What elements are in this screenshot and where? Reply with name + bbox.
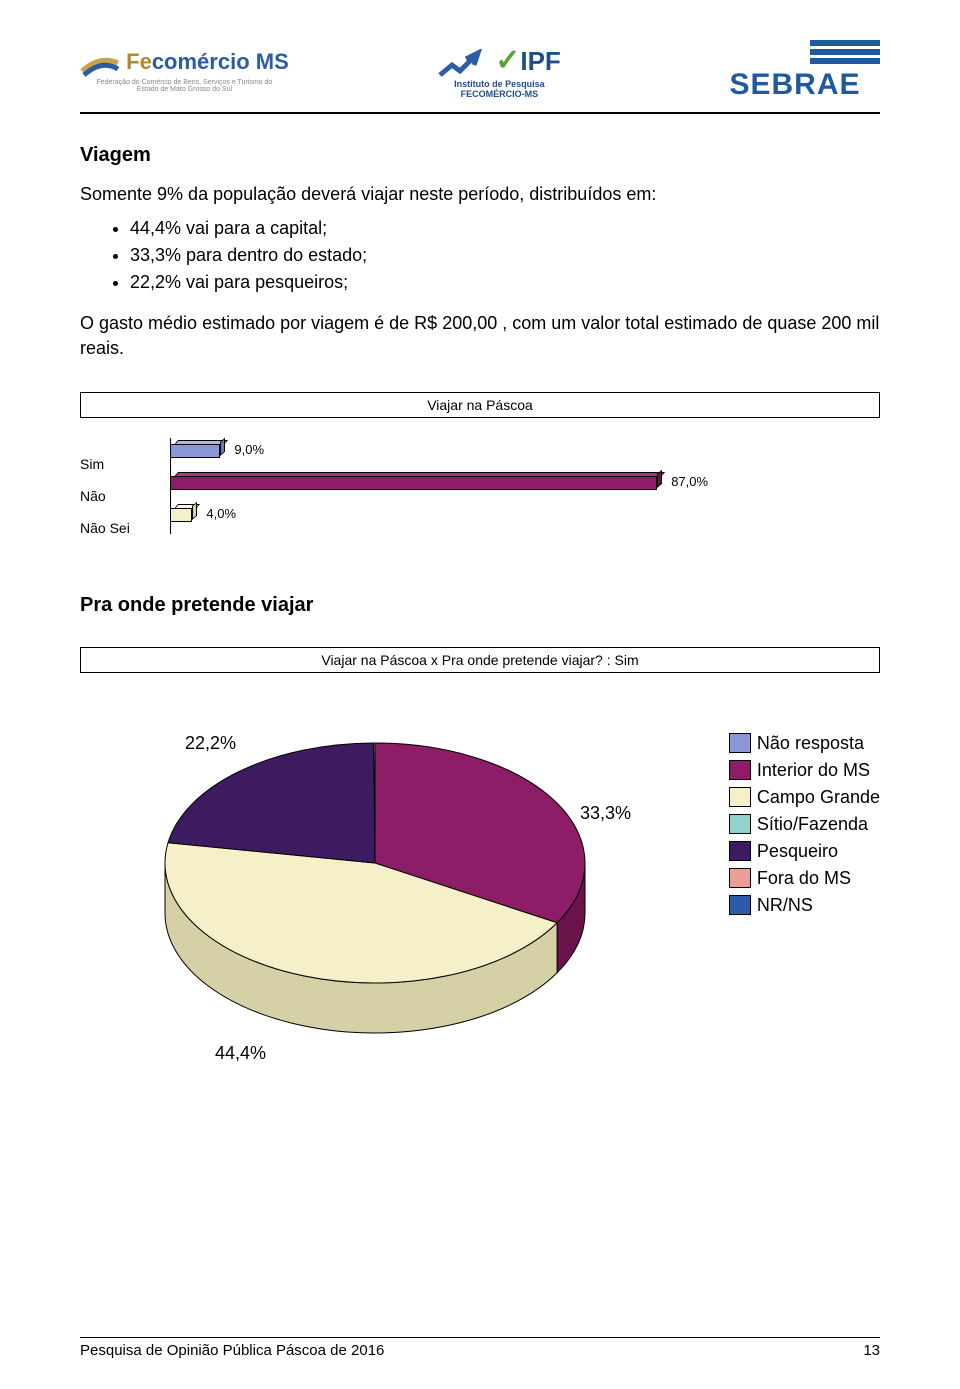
page-footer: Pesquisa de Opinião Pública Páscoa de 20… bbox=[80, 1337, 880, 1359]
legend-swatch bbox=[729, 814, 751, 834]
pie-chart: 22,2% 33,3% 44,4% bbox=[160, 703, 590, 1063]
bar-plot-area: 9,0% 87,0% 4,0% bbox=[170, 438, 790, 534]
legend-item: NR/NS bbox=[729, 895, 880, 916]
bullet-list: 44,4% vai para a capital; 33,3% para den… bbox=[130, 215, 880, 296]
legend-swatch bbox=[729, 787, 751, 807]
logo-sebrae-text: SEBRAE bbox=[729, 68, 860, 102]
ipf-arrow-icon bbox=[438, 49, 488, 79]
legend-swatch bbox=[729, 733, 751, 753]
footer-left: Pesquisa de Opinião Pública Páscoa de 20… bbox=[80, 1342, 384, 1359]
bar-value-label: 9,0% bbox=[234, 442, 264, 457]
pie-slice-label: 22,2% bbox=[185, 733, 236, 754]
logo-ipf-sub2: FECOMÉRCIO-MS bbox=[461, 89, 539, 99]
footer-right: 13 bbox=[863, 1342, 880, 1359]
legend-item: Sítio/Fazenda bbox=[729, 814, 880, 835]
bar-value-label: 87,0% bbox=[671, 474, 708, 489]
logo-ipf-text: IPF bbox=[520, 46, 560, 76]
pie-slice-label: 44,4% bbox=[215, 1043, 266, 1064]
logo-ms-suffix: MS bbox=[250, 49, 289, 74]
bar-label: Sim bbox=[80, 448, 170, 480]
legend-item: Fora do MS bbox=[729, 868, 880, 889]
legend-label: Sítio/Fazenda bbox=[757, 814, 868, 835]
pie-chart-area: 22,2% 33,3% 44,4% Não resposta Interior d… bbox=[160, 703, 880, 1063]
legend-label: Campo Grande bbox=[757, 787, 880, 808]
bullet-item: 44,4% vai para a capital; bbox=[130, 215, 880, 242]
bar-chart: Sim Não Não Sei 9,0% 87,0% 4,0% bbox=[80, 438, 880, 554]
legend-label: Interior do MS bbox=[757, 760, 870, 781]
logo-fecomercio-sub: Federação do Comércio de Bens, Serviços … bbox=[94, 79, 274, 93]
bar-value-label: 4,0% bbox=[206, 506, 236, 521]
header-logos: Fecomércio MS Federação do Comércio de B… bbox=[80, 30, 880, 114]
bar-label: Não bbox=[80, 480, 170, 512]
bar-label: Não Sei bbox=[80, 512, 170, 544]
legend-swatch bbox=[729, 841, 751, 861]
bullet-item: 33,3% para dentro do estado; bbox=[130, 242, 880, 269]
legend-label: NR/NS bbox=[757, 895, 813, 916]
legend-swatch bbox=[729, 760, 751, 780]
bar-chart-title: Viajar na Páscoa bbox=[80, 392, 880, 418]
logo-ipf: ✓IPF Instituto de Pesquisa FECOMÉRCIO-MS bbox=[438, 43, 561, 98]
pie-slice-label: 33,3% bbox=[580, 803, 631, 824]
paragraph-2: O gasto médio estimado por viagem é de R… bbox=[80, 311, 880, 361]
legend-label: Pesqueiro bbox=[757, 841, 838, 862]
logo-fecomercio: Fecomércio MS Federação do Comércio de B… bbox=[80, 49, 289, 93]
legend-label: Não resposta bbox=[757, 733, 864, 754]
legend-label: Fora do MS bbox=[757, 868, 851, 889]
pie-legend: Não resposta Interior do MS Campo Grande Sí… bbox=[729, 733, 880, 922]
legend-swatch bbox=[729, 895, 751, 915]
pie-svg bbox=[160, 703, 590, 1073]
logo-ipf-sub1: Instituto de Pesquisa bbox=[454, 79, 545, 89]
pie-chart-title: Viajar na Páscoa x Pra onde pretende via… bbox=[80, 647, 880, 673]
logo-comercio: comércio bbox=[152, 49, 250, 74]
section-title-viagem: Viagem bbox=[80, 144, 880, 167]
fecomercio-swoosh-icon bbox=[80, 49, 120, 77]
legend-item: Pesqueiro bbox=[729, 841, 880, 862]
legend-item: Campo Grande bbox=[729, 787, 880, 808]
section-title-onde: Pra onde pretende viajar bbox=[80, 594, 880, 617]
legend-item: Interior do MS bbox=[729, 760, 880, 781]
logo-fe: Fe bbox=[126, 49, 152, 74]
intro-paragraph: Somente 9% da população deverá viajar ne… bbox=[80, 182, 880, 207]
ipf-check-icon: ✓ bbox=[495, 44, 520, 77]
legend-item: Não resposta bbox=[729, 733, 880, 754]
bullet-item: 22,2% vai para pesqueiros; bbox=[130, 269, 880, 296]
sebrae-bars-icon bbox=[810, 40, 880, 64]
legend-swatch bbox=[729, 868, 751, 888]
logo-sebrae: SEBRAE bbox=[710, 40, 880, 102]
